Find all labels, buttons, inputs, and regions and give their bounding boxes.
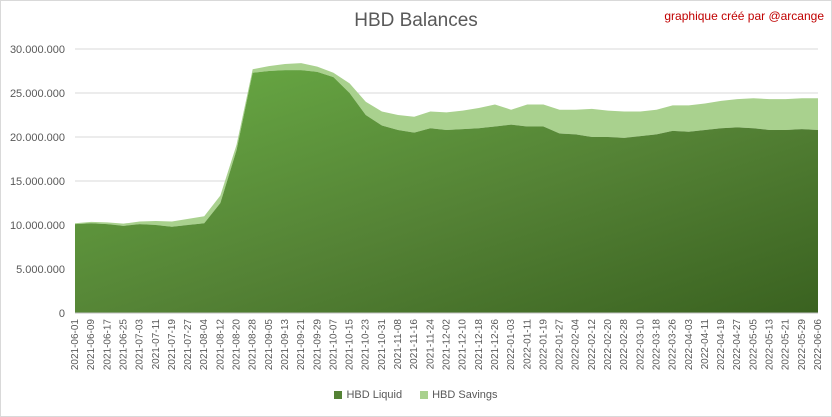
- x-tick-label: 2021-09-05: [264, 319, 275, 371]
- x-tick-label: 2021-11-16: [409, 319, 420, 370]
- y-tick-label: 10.000.000: [10, 220, 65, 232]
- x-tick-label: 2021-06-09: [86, 319, 97, 371]
- x-tick-label: 2022-04-03: [684, 319, 695, 371]
- x-tick-label: 2021-11-24: [425, 319, 436, 370]
- chart-title: HBD Balances: [354, 10, 478, 31]
- x-tick-label: 2022-05-21: [781, 319, 792, 371]
- y-tick-label: 15.000.000: [10, 176, 65, 188]
- x-tick-label: 2021-08-28: [248, 319, 259, 371]
- y-tick-label: 0: [59, 308, 65, 320]
- x-tick-label: 2021-09-21: [296, 319, 307, 371]
- x-tick-label: 2021-08-20: [232, 319, 243, 371]
- x-tick-label: 2022-01-03: [506, 319, 517, 371]
- x-tick-label: 2022-01-11: [522, 319, 533, 370]
- x-tick-label: 2021-12-10: [458, 319, 469, 371]
- x-tick-label: 2022-06-06: [813, 319, 824, 371]
- x-tick-label: 2021-07-11: [151, 319, 162, 370]
- x-tick-label: 2022-03-26: [668, 319, 679, 371]
- x-tick-label: 2022-01-27: [555, 319, 566, 371]
- area-hbd-liquid: [75, 70, 818, 314]
- legend-item-savings: HBD Savings: [420, 389, 498, 401]
- x-tick-label: 2022-05-13: [765, 319, 776, 371]
- x-tick-label: 2022-02-12: [587, 319, 598, 371]
- x-tick-label: 2021-12-18: [474, 319, 485, 371]
- x-tick-label: 2021-09-29: [312, 319, 323, 371]
- x-tick-label: 2021-06-17: [102, 319, 113, 371]
- x-tick-label: 2021-07-19: [167, 319, 178, 371]
- y-tick-label: 5.000.000: [16, 264, 65, 276]
- x-tick-label: 2022-04-19: [716, 319, 727, 371]
- x-tick-label: 2021-10-07: [328, 319, 339, 371]
- x-tick-label: 2021-10-15: [345, 319, 356, 371]
- chart-credit: graphique créé par @arcange: [664, 9, 824, 23]
- legend-label-savings: HBD Savings: [432, 389, 498, 401]
- chart-legend: HBD Liquid HBD Savings: [0, 389, 832, 401]
- x-tick-label: 2021-10-31: [377, 319, 388, 371]
- y-tick-label: 30.000.000: [10, 44, 65, 56]
- x-tick-label: 2021-06-25: [118, 319, 129, 371]
- x-tick-label: 2021-08-04: [199, 319, 210, 371]
- legend-item-liquid: HBD Liquid: [334, 389, 402, 401]
- y-tick-label: 25.000.000: [10, 88, 65, 100]
- x-tick-label: 2022-02-04: [571, 319, 582, 371]
- x-tick-label: 2022-04-11: [700, 319, 711, 370]
- x-tick-label: 2021-09-13: [280, 319, 291, 371]
- x-tick-label: 2021-06-01: [70, 319, 81, 371]
- y-tick-label: 20.000.000: [10, 132, 65, 144]
- x-tick-label: 2022-02-28: [619, 319, 630, 371]
- x-tick-label: 2022-03-10: [635, 319, 646, 371]
- legend-label-liquid: HBD Liquid: [346, 389, 403, 401]
- x-tick-label: 2022-05-29: [797, 319, 808, 371]
- x-tick-label: 2021-08-12: [215, 319, 226, 371]
- x-tick-label: 2021-07-03: [135, 319, 146, 371]
- x-tick-label: 2022-01-19: [538, 319, 549, 371]
- x-tick-label: 2021-07-27: [183, 319, 194, 371]
- x-tick-label: 2022-02-20: [603, 319, 614, 371]
- legend-swatch-liquid: [334, 391, 343, 399]
- x-tick-label: 2022-04-27: [732, 319, 743, 371]
- x-tick-label: 2022-03-18: [651, 319, 662, 371]
- x-tick-label: 2021-12-26: [490, 319, 501, 371]
- x-tick-label: 2022-05-05: [748, 319, 759, 371]
- x-tick-label: 2021-10-23: [361, 319, 372, 371]
- x-tick-label: 2021-11-08: [393, 319, 404, 370]
- x-tick-label: 2021-12-02: [442, 319, 453, 371]
- legend-swatch-savings: [420, 391, 429, 399]
